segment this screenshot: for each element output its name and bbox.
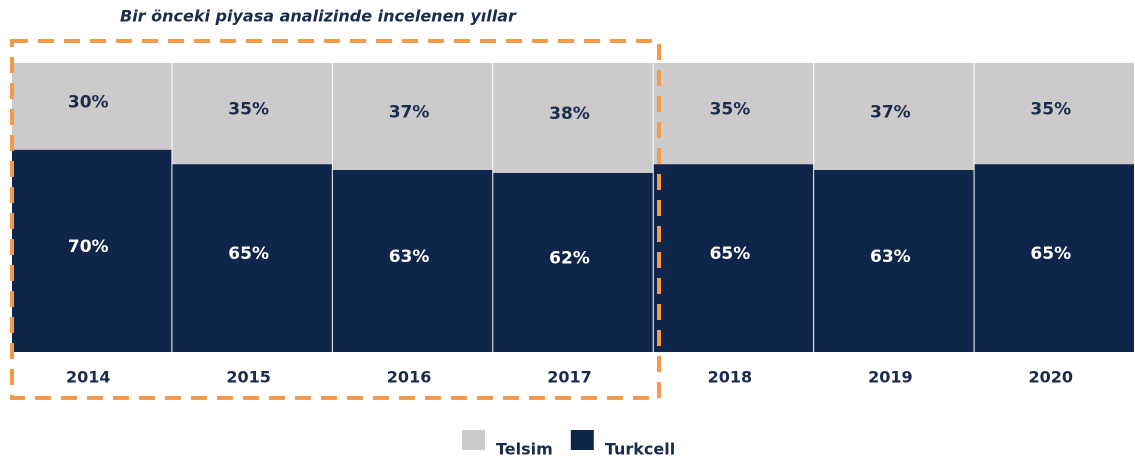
value-label: 70%	[68, 237, 109, 257]
bar-segment	[653, 63, 814, 165]
highlight-box	[10, 39, 661, 400]
value-label: 30%	[68, 92, 109, 112]
x-tick-label: 2016	[387, 368, 432, 387]
bar-segment	[12, 63, 172, 150]
legend-swatch	[462, 430, 485, 450]
bar-segment	[332, 169, 493, 352]
x-tick-label: 2018	[708, 368, 753, 387]
value-label: 65%	[1030, 244, 1071, 264]
legend-swatch	[570, 430, 594, 450]
legend-label: Turkcell	[605, 440, 675, 459]
bar-segment	[493, 63, 653, 173]
x-tick-label: 2017	[547, 368, 592, 387]
legend-label: Telsim	[496, 440, 553, 459]
value-label: 65%	[228, 244, 269, 264]
value-label: 35%	[228, 100, 269, 120]
x-tick-label: 2020	[1029, 368, 1074, 387]
bar-segment	[12, 149, 172, 352]
value-label: 63%	[870, 247, 911, 267]
value-label: 35%	[1030, 100, 1071, 120]
bar-segment	[332, 63, 493, 170]
annotation: Bir önceki piyasa analizinde incelenen y…	[120, 7, 517, 26]
value-label: 37%	[389, 102, 430, 122]
legend: Telsim Turkcell	[462, 430, 675, 459]
value-label: 62%	[549, 248, 590, 268]
x-tick-label: 2019	[868, 368, 913, 387]
value-label: 37%	[870, 102, 911, 122]
bar-segment	[493, 172, 653, 352]
bar-segment	[974, 63, 1134, 165]
value-label: 35%	[710, 100, 751, 120]
bar-segment	[974, 164, 1134, 352]
bar-segment	[653, 164, 814, 352]
value-label: 65%	[710, 244, 751, 264]
x-tick-label: 2015	[226, 368, 271, 387]
bar-segment	[172, 63, 332, 165]
bar-segment	[814, 169, 974, 352]
value-label: 63%	[389, 247, 430, 267]
x-tick-label: 2014	[66, 368, 111, 387]
plot-area: 70% 30% 2014 65% 35% 2015 63% 37% 2016 62% 38% 2017…	[12, 63, 1134, 387]
bar-segment	[172, 164, 332, 352]
bar-segment	[814, 63, 974, 170]
value-label: 38%	[549, 104, 590, 124]
